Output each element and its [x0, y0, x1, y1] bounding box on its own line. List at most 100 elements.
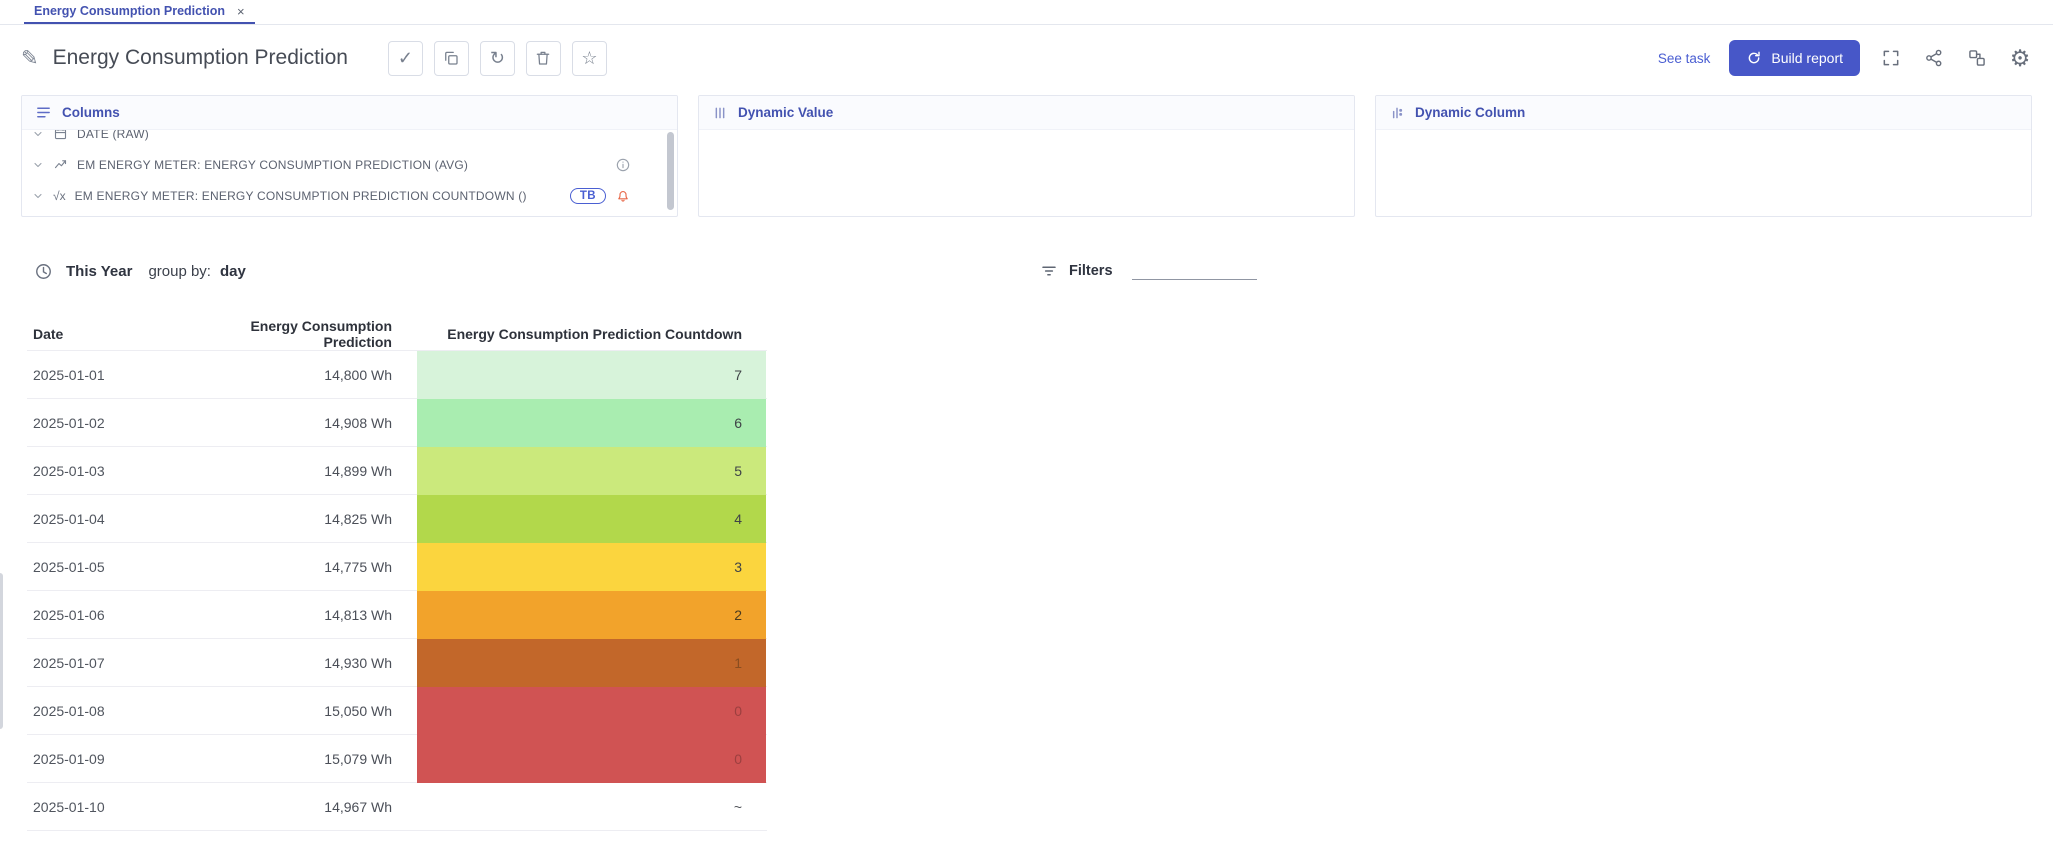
calendar-icon	[54, 130, 67, 140]
dynamic-column-dropzone[interactable]	[1376, 130, 2031, 216]
tab-bar: Energy Consumption Prediction ×	[0, 0, 2053, 25]
cell-date: 2025-01-04	[33, 511, 105, 527]
column-header-date: Date	[33, 325, 64, 342]
fullscreen-icon	[1883, 50, 1899, 66]
dynamic-column-icon	[1392, 107, 1403, 118]
columns-scrollbar[interactable]	[667, 132, 674, 210]
cell-countdown: 2	[417, 591, 766, 639]
builder-panels: Columns DATE (RAW) EM ENERGY METER: ENER…	[0, 95, 2053, 217]
restore-button[interactable]: ↻	[479, 40, 515, 76]
restore-icon: ↻	[489, 47, 505, 68]
cell-countdown: ~	[733, 799, 742, 815]
dynamic-value-panel-title: Dynamic Value	[738, 105, 834, 120]
column-item-date[interactable]: DATE (RAW)	[22, 130, 677, 149]
filters-input[interactable]	[1131, 260, 1257, 280]
duplicate-button[interactable]	[433, 40, 469, 76]
cell-date: 2025-01-06	[33, 607, 105, 623]
dynamic-column-panel-title: Dynamic Column	[1415, 105, 1526, 120]
copy-icon	[445, 51, 459, 65]
column-item-prediction-avg[interactable]: EM ENERGY METER: ENERGY CONSUMPTION PRED…	[22, 149, 677, 180]
chevron-down-icon[interactable]	[32, 130, 44, 140]
cell-countdown: 1	[417, 639, 766, 687]
info-icon[interactable]	[615, 157, 631, 173]
trash-icon	[537, 51, 550, 65]
chevron-down-icon[interactable]	[32, 159, 44, 171]
group-by-value[interactable]: day	[219, 262, 246, 280]
dynamic-value-panel-header: Dynamic Value	[699, 96, 1354, 130]
filters-label: Filters	[1069, 263, 1113, 279]
cell-countdown: 7	[417, 351, 766, 399]
column-header-value: Energy Consumption Prediction	[250, 317, 392, 350]
filter-icon	[1042, 266, 1056, 276]
settings-button[interactable]: ⚙	[2008, 46, 2032, 70]
bell-icon[interactable]	[615, 188, 631, 204]
build-report-button[interactable]: Build report	[1729, 40, 1860, 76]
table-row: 2025-01-07 14,930 Wh 1	[27, 639, 767, 687]
cell-countdown: 5	[417, 447, 766, 495]
clock-icon	[36, 263, 51, 279]
formula-icon: √x	[53, 188, 66, 203]
share-button[interactable]	[1922, 46, 1946, 70]
column-item-countdown[interactable]: √x EM ENERGY METER: ENERGY CONSUMPTION P…	[22, 180, 677, 211]
check-icon: ✓	[397, 47, 413, 68]
chevron-down-icon[interactable]	[32, 190, 44, 202]
cell-value: 14,800 Wh	[324, 367, 392, 383]
tab-label: Energy Consumption Prediction	[34, 4, 225, 18]
tab-close-icon[interactable]: ×	[237, 3, 245, 19]
cell-countdown: 4	[417, 495, 766, 543]
cell-date: 2025-01-05	[33, 559, 105, 575]
cell-value: 14,775 Wh	[324, 559, 392, 575]
columns-panel-header: Columns	[22, 96, 677, 130]
column-header-countdown: Energy Consumption Prediction Countdown	[447, 325, 742, 342]
share-icon	[1926, 49, 1942, 67]
fullscreen-button[interactable]	[1879, 46, 1903, 70]
cell-date: 2025-01-09	[33, 751, 105, 767]
gear-icon: ⚙	[2009, 44, 2031, 71]
delete-button[interactable]	[525, 40, 561, 76]
report-header: ✎ Energy Consumption Prediction ✓ ↻ ☆ Se…	[0, 25, 2053, 91]
table-row: 2025-01-06 14,813 Wh 2	[27, 591, 767, 639]
left-panel-handle[interactable]	[0, 573, 3, 729]
column-item-label: EM ENERGY METER: ENERGY CONSUMPTION PRED…	[74, 188, 527, 203]
column-item-label: EM ENERGY METER: ENERGY CONSUMPTION PRED…	[77, 157, 469, 172]
tab-energy-consumption-prediction[interactable]: Energy Consumption Prediction ×	[24, 0, 255, 24]
table-row: 2025-01-09 15,079 Wh 0	[27, 735, 767, 783]
dynamic-value-dropzone[interactable]	[699, 130, 1354, 216]
cell-date: 2025-01-03	[33, 463, 105, 479]
cell-countdown: 3	[417, 543, 766, 591]
build-report-label: Build report	[1771, 50, 1843, 66]
cell-date: 2025-01-10	[33, 799, 105, 815]
see-task-link[interactable]: See task	[1657, 50, 1711, 66]
star-icon: ☆	[581, 47, 598, 68]
columns-panel-title: Columns	[62, 105, 120, 120]
result-table: Date Energy Consumption Prediction Energ…	[27, 317, 767, 831]
table-row: 2025-01-10 14,967 Wh ~	[27, 783, 767, 831]
view-structure-button[interactable]	[1965, 46, 1989, 70]
cell-value: 14,813 Wh	[324, 607, 392, 623]
filters-group: Filters	[1040, 260, 1257, 282]
dynamic-value-icon	[715, 107, 725, 118]
table-row: 2025-01-02 14,908 Wh 6	[27, 399, 767, 447]
dynamic-value-panel: Dynamic Value	[698, 95, 1355, 217]
table-row: 2025-01-08 15,050 Wh 0	[27, 687, 767, 735]
header-right-actions: See task Build report ⚙	[1658, 40, 2032, 76]
favorite-button[interactable]: ☆	[571, 40, 607, 76]
edit-title-icon[interactable]: ✎	[21, 46, 39, 70]
cell-value: 14,967 Wh	[324, 799, 392, 815]
table-row: 2025-01-04 14,825 Wh 4	[27, 495, 767, 543]
dynamic-column-panel: Dynamic Column	[1375, 95, 2032, 217]
tb-badge[interactable]: TB	[569, 187, 606, 204]
columns-list: DATE (RAW) EM ENERGY METER: ENERGY CONSU…	[22, 130, 677, 216]
time-filter-bar: This Year group by: day Filters	[0, 251, 2053, 291]
cell-countdown: 6	[417, 399, 766, 447]
cell-value: 14,899 Wh	[324, 463, 392, 479]
apply-button[interactable]: ✓	[387, 40, 423, 76]
dynamic-column-panel-header: Dynamic Column	[1376, 96, 2031, 130]
refresh-icon	[1749, 51, 1761, 64]
cell-date: 2025-01-07	[33, 655, 105, 671]
cell-date: 2025-01-01	[33, 367, 105, 383]
time-range-selector[interactable]: This Year	[66, 262, 133, 280]
table-header-row: Date Energy Consumption Prediction Energ…	[27, 317, 767, 351]
table-row: 2025-01-03 14,899 Wh 5	[27, 447, 767, 495]
table-row: 2025-01-05 14,775 Wh 3	[27, 543, 767, 591]
